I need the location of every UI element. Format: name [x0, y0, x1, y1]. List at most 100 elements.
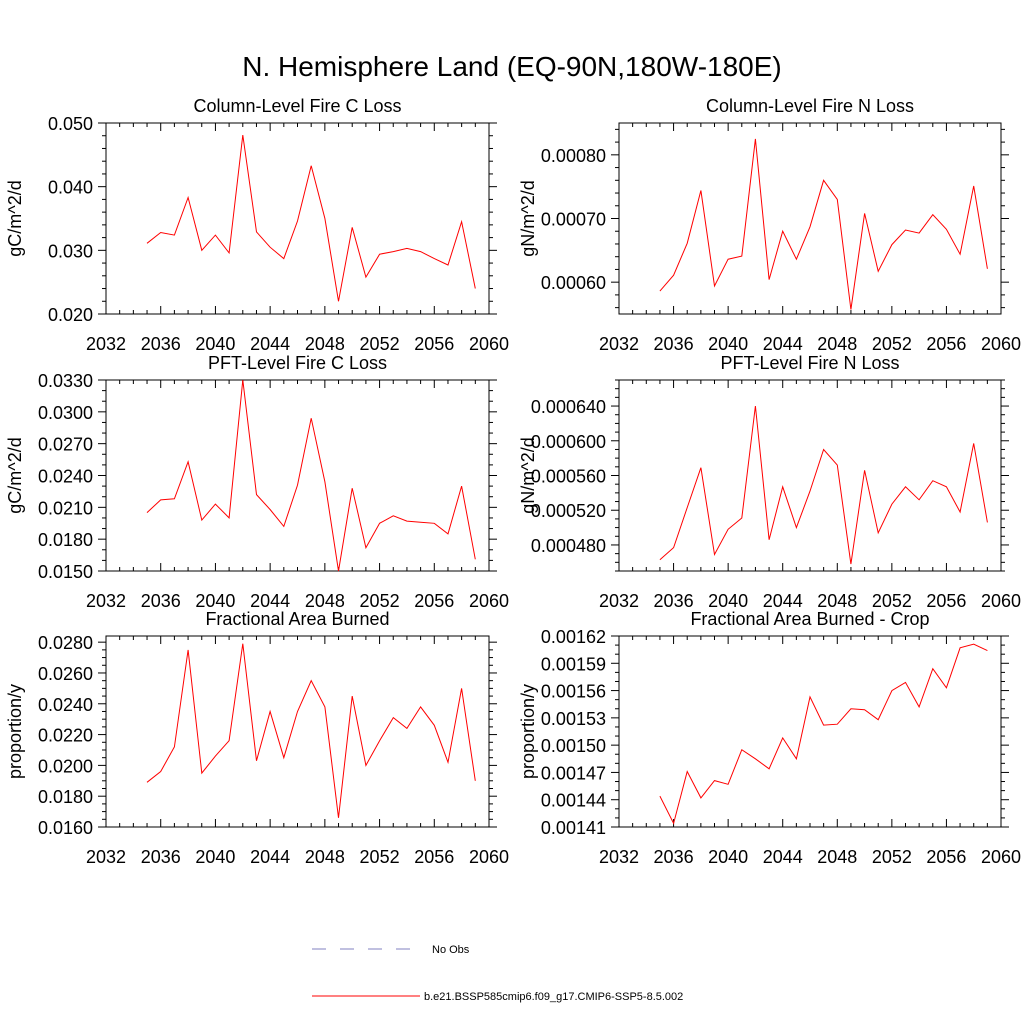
x-tick-label: 2040: [195, 591, 235, 611]
y-tick-label: 0.0240: [38, 695, 93, 715]
y-tick-label: 0.00156: [541, 682, 606, 702]
x-tick-label: 2060: [469, 591, 509, 611]
y-tick-label: 0.0260: [38, 664, 93, 684]
x-tick-label: 2036: [141, 334, 181, 354]
y-axis-label: proportion/y: [518, 684, 538, 779]
y-tick-label: 0.000520: [531, 501, 606, 521]
y-tick-label: 0.0300: [38, 403, 93, 423]
x-tick-label: 2048: [817, 847, 857, 867]
x-tick-label: 2056: [414, 847, 454, 867]
series-line: [659, 405, 988, 565]
y-tick-label: 0.000600: [531, 432, 606, 452]
y-tick-label: 0.0330: [38, 371, 93, 391]
y-tick-label: 0.00147: [541, 763, 606, 783]
x-tick-label: 2032: [86, 591, 126, 611]
y-tick-label: 0.00153: [541, 709, 606, 729]
x-tick-label: 2048: [305, 591, 345, 611]
x-tick-label: 2032: [599, 334, 639, 354]
y-tick-label: 0.0150: [38, 562, 93, 582]
y-tick-label: 0.0210: [38, 498, 93, 518]
plot-frame: [105, 635, 490, 828]
x-tick-label: 2052: [360, 847, 400, 867]
panel-4: PFT-Level Fire N Loss gN/m^2/d 2032 2036 204…: [518, 353, 1021, 611]
x-tick-label: 2044: [250, 334, 290, 354]
y-tick-label: 0.030: [48, 241, 93, 261]
y-tick-label: 0.0180: [38, 530, 93, 550]
x-tick-label: 2044: [250, 591, 290, 611]
panel-title: PFT-Level Fire C Loss: [208, 353, 387, 373]
x-tick-label: 2044: [250, 847, 290, 867]
panel-3: PFT-Level Fire C Loss gC/m^2/d 2032 2036 204…: [5, 353, 509, 611]
y-tick-label: 0.000560: [531, 467, 606, 487]
x-tick-label: 2036: [141, 591, 181, 611]
y-tick-label: 0.00159: [541, 654, 606, 674]
panel-1: Column-Level Fire C Loss gC/m^2/d 2032 2036…: [5, 96, 509, 354]
y-tick-label: 0.0200: [38, 756, 93, 776]
y-tick-label: 0.0180: [38, 787, 93, 807]
x-tick-label: 2060: [981, 847, 1021, 867]
y-tick-label: 0.000480: [531, 536, 606, 556]
x-tick-label: 2052: [872, 847, 912, 867]
x-tick-label: 2052: [360, 334, 400, 354]
y-tick-label: 0.040: [48, 178, 93, 198]
panel-5: Fractional Area Burned proportion/y 2032 20…: [5, 609, 509, 867]
panel-2: Column-Level Fire N Loss gN/m^2/d 2032 2036…: [518, 96, 1021, 354]
x-tick-label: 2032: [599, 591, 639, 611]
panel-title: Column-Level Fire N Loss: [706, 96, 914, 116]
x-tick-label: 2044: [763, 591, 803, 611]
panel-title: Fractional Area Burned - Crop: [690, 609, 929, 629]
y-tick-label: 0.00144: [541, 791, 606, 811]
x-tick-label: 2060: [469, 334, 509, 354]
x-tick-label: 2052: [872, 334, 912, 354]
x-tick-label: 2060: [469, 847, 509, 867]
y-tick-label: 0.00141: [541, 818, 606, 838]
x-tick-label: 2048: [305, 334, 345, 354]
series-line: [659, 138, 988, 310]
x-tick-label: 2052: [360, 591, 400, 611]
series-line: [146, 379, 476, 572]
plot-frame: [105, 122, 490, 315]
series-line: [146, 643, 476, 818]
y-tick-label: 0.0160: [38, 818, 93, 838]
x-tick-label: 2040: [708, 591, 748, 611]
x-tick-label: 2040: [195, 334, 235, 354]
x-tick-label: 2036: [141, 847, 181, 867]
y-tick-label: 0.00070: [541, 210, 606, 230]
x-tick-label: 2040: [708, 847, 748, 867]
x-tick-label: 2056: [414, 591, 454, 611]
y-tick-label: 0.00150: [541, 736, 606, 756]
x-tick-label: 2044: [763, 334, 803, 354]
x-tick-label: 2040: [195, 847, 235, 867]
x-tick-label: 2060: [981, 334, 1021, 354]
y-tick-label: 0.0220: [38, 726, 93, 746]
panel-title: PFT-Level Fire N Loss: [720, 353, 899, 373]
plot-frame: [618, 122, 1002, 315]
y-axis-label: gN/m^2/d: [518, 180, 538, 256]
x-tick-label: 2056: [926, 847, 966, 867]
y-tick-label: 0.00162: [541, 627, 606, 647]
plot-frame: [105, 379, 490, 572]
y-tick-label: 0.0240: [38, 467, 93, 487]
legend-obs-label: No Obs: [432, 944, 470, 956]
series-line: [659, 643, 988, 825]
y-tick-label: 0.00060: [541, 273, 606, 293]
x-tick-label: 2040: [708, 334, 748, 354]
y-tick-label: 0.00080: [541, 146, 606, 166]
y-axis-label: proportion/y: [5, 684, 25, 779]
legend: No Obs b.e21.BSSP585cmip6.f09_g17.CMIP6-…: [312, 944, 683, 1003]
x-tick-label: 2060: [981, 591, 1021, 611]
panel-title: Column-Level Fire C Loss: [193, 96, 401, 116]
x-tick-label: 2036: [654, 847, 694, 867]
panel-title: Fractional Area Burned: [205, 609, 389, 629]
x-tick-label: 2056: [926, 334, 966, 354]
x-tick-label: 2048: [817, 591, 857, 611]
x-tick-label: 2048: [305, 847, 345, 867]
series-line: [146, 135, 476, 302]
y-axis-label: gN/m^2/d: [518, 437, 538, 513]
plot-frame: [618, 379, 1002, 572]
x-tick-label: 2056: [414, 334, 454, 354]
x-tick-label: 2052: [872, 591, 912, 611]
y-tick-label: 0.020: [48, 305, 93, 325]
plot-frame: [618, 635, 1002, 828]
